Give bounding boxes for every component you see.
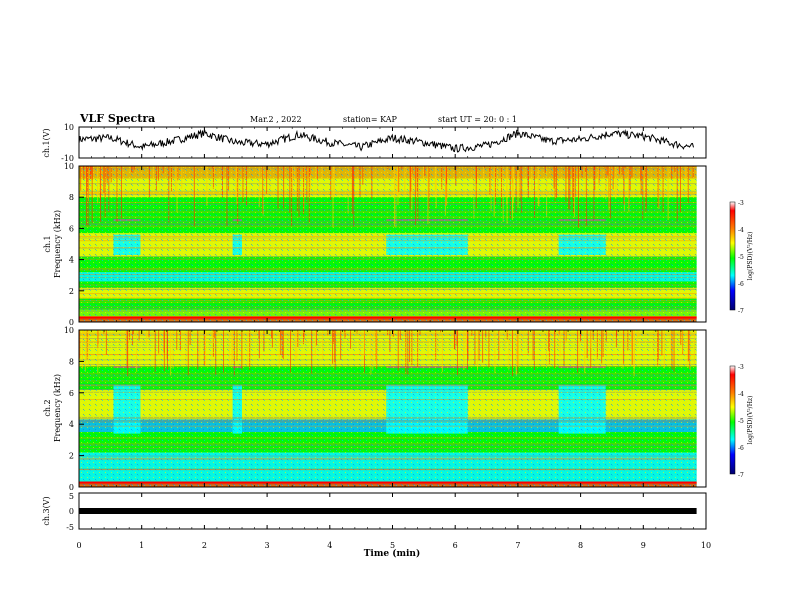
x-axis-label: Time (min) [364, 548, 421, 559]
ch2-colorbar [729, 365, 736, 475]
ch1-colorbar-label: log(PSD)(V²/Hz) [747, 232, 754, 281]
spectrogram-texture [79, 330, 697, 487]
chart-title: VLF Spectra [80, 112, 156, 125]
ch3-signal-bar [79, 508, 697, 514]
ch2-spec-ytick-label: 6 [69, 389, 74, 398]
ch1-spec-ytick-label: 2 [69, 287, 74, 296]
x-tick-label: 3 [265, 541, 270, 550]
ch3-ytick-minus5: -5 [66, 523, 74, 532]
colorbar-tick-label: -4 [738, 391, 744, 398]
ch1-ytick-top: 10 [64, 123, 74, 132]
x-tick-label: 0 [76, 541, 81, 550]
x-tick-label: 1 [139, 541, 144, 550]
ch1-waveform-ylabel: ch.1(V) [42, 128, 51, 157]
ch2-spec-ytick-label: 8 [69, 357, 74, 366]
ch2-spec-ytick-label: 10 [64, 326, 74, 335]
ch1-spec-ylabel: ch.1 [43, 235, 52, 252]
ch2-spec-ylabel: ch.2 [43, 399, 52, 416]
x-tick-label: 5 [390, 541, 395, 550]
ch3-ylabel: ch.3(V) [42, 496, 51, 525]
ch1-spec-ytick-label: 4 [69, 256, 74, 265]
ch2-spec-ylabel-freq: Frequency (kHz) [53, 374, 62, 442]
colorbar-tick-label: -3 [738, 364, 744, 371]
ch1-spec-ytick-label: 0 [69, 318, 74, 327]
ch1-spectrogram-cells [79, 166, 697, 322]
ch2-spec-ytick-label: 2 [69, 452, 74, 461]
x-tick-label: 10 [701, 541, 711, 550]
station-label: station= KAP [343, 115, 397, 124]
colorbar-tick-label: -6 [738, 281, 744, 288]
colorbar-tick-label: -4 [738, 227, 744, 234]
ch1-spec-ytick-label: 10 [64, 162, 74, 171]
ch1-spec-ytick-label: 6 [69, 224, 74, 233]
x-tick-label: 2 [202, 541, 207, 550]
colorbar-tick-label: -7 [738, 472, 744, 479]
spectrogram-texture [79, 166, 697, 322]
ch1-waveform-line [78, 128, 694, 153]
x-tick-label: 6 [453, 541, 458, 550]
x-tick-label: 7 [515, 541, 520, 550]
colorbar-tick-label: -5 [738, 254, 744, 261]
x-tick-label: 8 [578, 541, 583, 550]
x-tick-label: 9 [641, 541, 646, 550]
start-time-label: start UT = 20: 0 : 1 [438, 115, 517, 124]
ch1-colorbar [729, 201, 736, 311]
ch1-spec-ytick-label: 8 [69, 193, 74, 202]
ch2-spectrogram-cells [79, 330, 697, 487]
ch3-panel: 5 0 -5 ch.3(V) 0 1 2 3 4 5 6 7 8 9 10 Time (min) [42, 127, 711, 559]
ch2-spec-ytick-label: 4 [69, 420, 74, 429]
ch3-ytick-5: 5 [69, 492, 74, 501]
ch1-spec-ylabel-freq: Frequency (kHz) [53, 210, 62, 278]
date-label: Mar.2 , 2022 [250, 115, 302, 124]
ch1-ytick-bottom: -10 [61, 154, 74, 163]
colorbar-tick-label: -7 [738, 308, 744, 315]
x-tick-label: 4 [327, 541, 332, 550]
spectrogram-low-band [79, 481, 697, 484]
spectrogram-low-band [79, 316, 697, 319]
colorbar-tick-label: -3 [738, 200, 744, 207]
colorbar-tick-label: -6 [738, 445, 744, 452]
ch2-colorbar-label: log(PSD)(V²/Hz) [747, 396, 754, 445]
ch2-spec-ytick-label: 0 [69, 483, 74, 492]
colorbar-tick-label: -5 [738, 418, 744, 425]
ch3-ytick-0: 0 [69, 507, 74, 516]
